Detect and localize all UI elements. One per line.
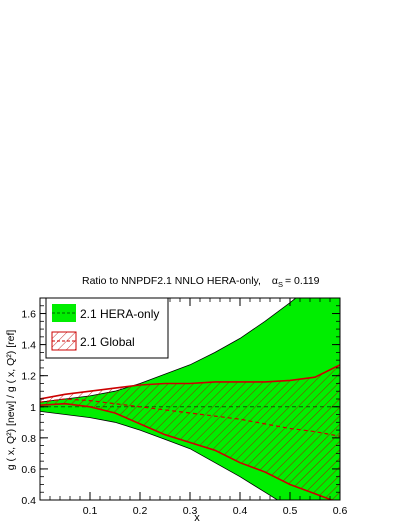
x-tick-label: 0.1 <box>83 505 98 517</box>
line-global-upper <box>40 364 340 400</box>
legend-label-hera: 2.1 HERA-only <box>80 307 159 321</box>
plot-area <box>40 298 340 500</box>
chart-title: Ratio to NNPDF2.1 NNLO HERA-only, αS = 0.… <box>82 275 320 289</box>
y-tick-label: 0.8 <box>21 433 36 445</box>
y-tick-label: 0.6 <box>21 464 36 476</box>
y-axis-label: g ( x, Q²) [new] / g ( x, Q²) [ref] <box>5 330 17 471</box>
y-tick-label: 1.2 <box>21 371 36 383</box>
line-global-central <box>40 398 340 437</box>
title-text: Ratio to NNPDF2.1 NNLO HERA-only, <box>82 275 261 287</box>
svg-text:Ratio to NNPDF2.1 NNLO HERA-on: Ratio to NNPDF2.1 NNLO HERA-only, αS = 0.… <box>82 275 320 289</box>
x-tick-label: 0.5 <box>283 505 298 517</box>
x-tick-label: 0.3 <box>183 505 198 517</box>
legend-item-hera: 2.1 HERA-only <box>52 304 159 322</box>
line-global-lower <box>40 402 334 500</box>
title-alpha-sub: S <box>278 280 283 289</box>
title-alpha: α <box>272 275 278 287</box>
legend-item-global: 2.1 Global <box>51 331 135 351</box>
x-tick-label: 0.6 <box>333 505 348 517</box>
legend-label-global: 2.1 Global <box>80 335 135 349</box>
y-tick-label: 1.6 <box>21 309 36 321</box>
band-global <box>40 364 340 500</box>
y-tick-label: 1.4 <box>21 340 36 352</box>
x-tick-label: 0.4 <box>233 505 248 517</box>
x-axis: 0.1 0.2 0.3 0.4 0.5 0.6 <box>49 298 348 517</box>
title-alpha-value: = 0.119 <box>285 275 320 287</box>
x-axis-label: x <box>194 512 200 524</box>
y-tick-label: 0.4 <box>21 495 36 507</box>
legend: 2.1 HERA-only 2.1 Global <box>45 297 169 359</box>
y-tick-label: 1 <box>30 402 36 414</box>
x-tick-label: 0.2 <box>133 505 148 517</box>
y-axis: 0.4 0.6 0.8 1 1.2 1.4 1.6 <box>21 305 340 507</box>
